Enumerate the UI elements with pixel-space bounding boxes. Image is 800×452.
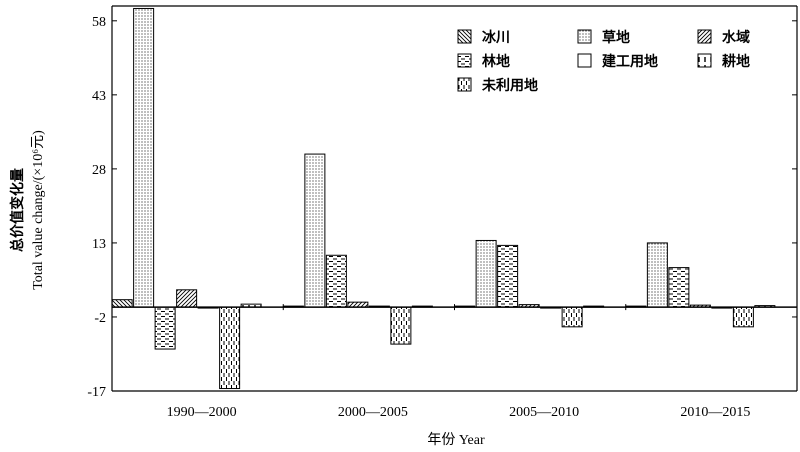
bar-e69caae588a9e794a8e59cb0-2: [561, 306, 583, 328]
y-tick-label: 58: [92, 15, 106, 30]
bar-e69caae588a9e794a8e59cb0-0: [219, 306, 241, 390]
legend-label: 水域: [722, 29, 750, 46]
bar-e6b0b4e59f9f-0: [176, 289, 198, 308]
x-tick-label: 2010—2015: [680, 405, 750, 420]
bar-e69caae588a9e794a8e59cb0-1: [390, 306, 412, 345]
legend-swatch-e5bbbae5b7a5e794a8e59cb0: [577, 53, 592, 68]
legend-label: 建工用地: [602, 53, 658, 70]
x-tick-label: 1990—2000: [167, 405, 237, 420]
bars-group: [111, 7, 776, 390]
axes-group: -17 -2 13 28 43 58 1990—2000 2000—2005 2005—2010…: [87, 5, 798, 420]
bar-e69e97e59cb0-2: [497, 244, 519, 308]
legend-swatch-e88095e59cb0: [697, 53, 712, 68]
legend-label: 未利用地: [482, 77, 538, 94]
y-tick-label: -2: [94, 311, 106, 326]
y-tick-label: 43: [92, 89, 106, 104]
y-axis-title-cn: 总价值变化量: [9, 168, 26, 252]
x-axis-title: 年份 Year: [427, 432, 485, 448]
bar-e69e97e59cb0-3: [668, 267, 690, 308]
y-axis-title-en: Total value change/(×10⁶元): [31, 130, 46, 290]
legend-swatch-e69e97e59cb0: [457, 53, 472, 68]
legend-label: 冰川: [482, 29, 510, 46]
bar-e88d89e59cb0-2: [475, 239, 497, 308]
legend-label: 林地: [482, 53, 510, 70]
legend-label: 耕地: [722, 53, 750, 70]
y-tick-label: -17: [87, 385, 106, 400]
bar-e69e97e59cb0-0: [154, 306, 176, 350]
bar-e586b0e5b79d-0: [111, 299, 133, 308]
x-tick-label: 2000—2005: [338, 405, 408, 420]
legend-swatch-e586b0e5b79d: [457, 29, 472, 44]
bar-e88d89e59cb0-1: [304, 153, 326, 308]
y-tick-label: 13: [92, 237, 106, 252]
legend-swatch-e88d89e59cb0: [577, 29, 592, 44]
bar-e88d89e59cb0-3: [646, 242, 668, 308]
bar-e88d89e59cb0-0: [133, 7, 155, 308]
bar-e69caae588a9e794a8e59cb0-3: [732, 306, 754, 328]
y-tick-label: 28: [92, 163, 106, 178]
legend-swatch-e6b0b4e59f9f: [697, 29, 712, 44]
legend-swatch-e69caae588a9e794a8e59cb0: [457, 77, 472, 92]
bar-e69e97e59cb0-1: [325, 254, 347, 308]
x-tick-label: 2005—2010: [509, 405, 579, 420]
legend-label: 草地: [602, 29, 630, 46]
